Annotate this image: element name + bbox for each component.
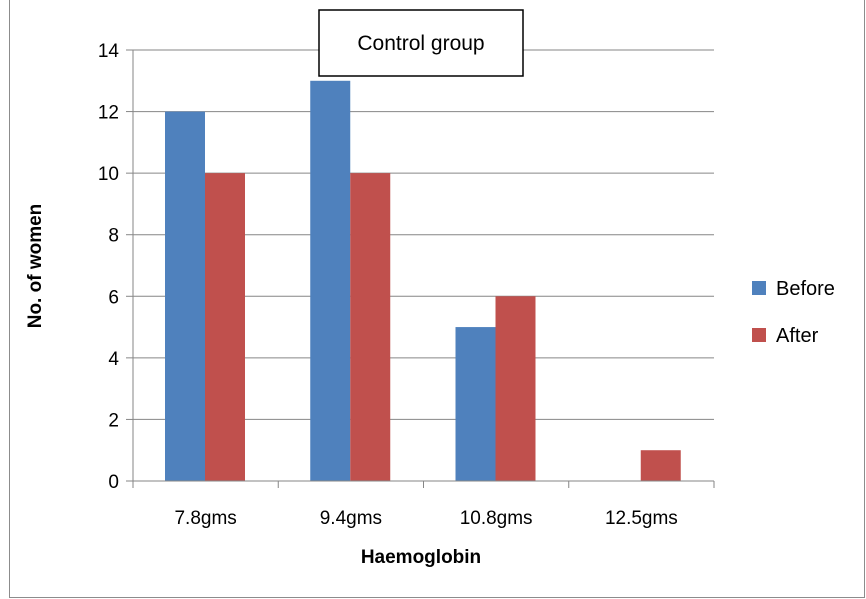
x-tick-label: 7.8gms — [174, 508, 236, 529]
chart-frame — [9, 0, 865, 598]
chart-title: Control group — [357, 32, 484, 55]
bar-after-0 — [205, 173, 245, 481]
y-tick-labels: 0 2 4 6 8 10 12 14 — [98, 41, 120, 493]
y-tick-label: 4 — [108, 349, 119, 370]
y-tick-label: 8 — [108, 226, 119, 247]
x-tick-label: 9.4gms — [320, 508, 382, 529]
chart-title-box: Control group — [318, 9, 524, 77]
bars — [165, 80, 681, 482]
legend-label-before: Before — [776, 278, 835, 300]
bar-before-1 — [310, 80, 351, 482]
y-axis-title: No. of women — [25, 204, 46, 329]
title-box-border — [318, 9, 524, 77]
legend-swatch-after — [752, 328, 766, 342]
y-tick-label: 14 — [98, 41, 120, 62]
y-tick-label: 0 — [108, 472, 119, 493]
y-tick-label: 6 — [108, 287, 119, 308]
x-tick-labels: 7.8gms 9.4gms 10.8gms 12.5gms — [174, 508, 677, 529]
bar-before-2 — [455, 327, 496, 481]
bar-after-3 — [640, 450, 681, 481]
axes — [132, 50, 715, 488]
bar-after-1 — [350, 173, 391, 481]
y-tick-label: 2 — [108, 410, 119, 431]
x-tick-label: 12.5gms — [605, 508, 678, 529]
legend: Before After — [752, 278, 835, 347]
legend-swatch-before — [752, 281, 766, 295]
bar-before-0 — [165, 111, 205, 482]
y-tick-label: 12 — [98, 103, 119, 124]
bar-after-2 — [495, 296, 536, 481]
legend-label-after: After — [776, 325, 819, 347]
x-axis-title: Haemoglobin — [361, 547, 481, 568]
x-tick-label: 10.8gms — [460, 508, 533, 529]
y-tick-label: 10 — [98, 164, 119, 185]
